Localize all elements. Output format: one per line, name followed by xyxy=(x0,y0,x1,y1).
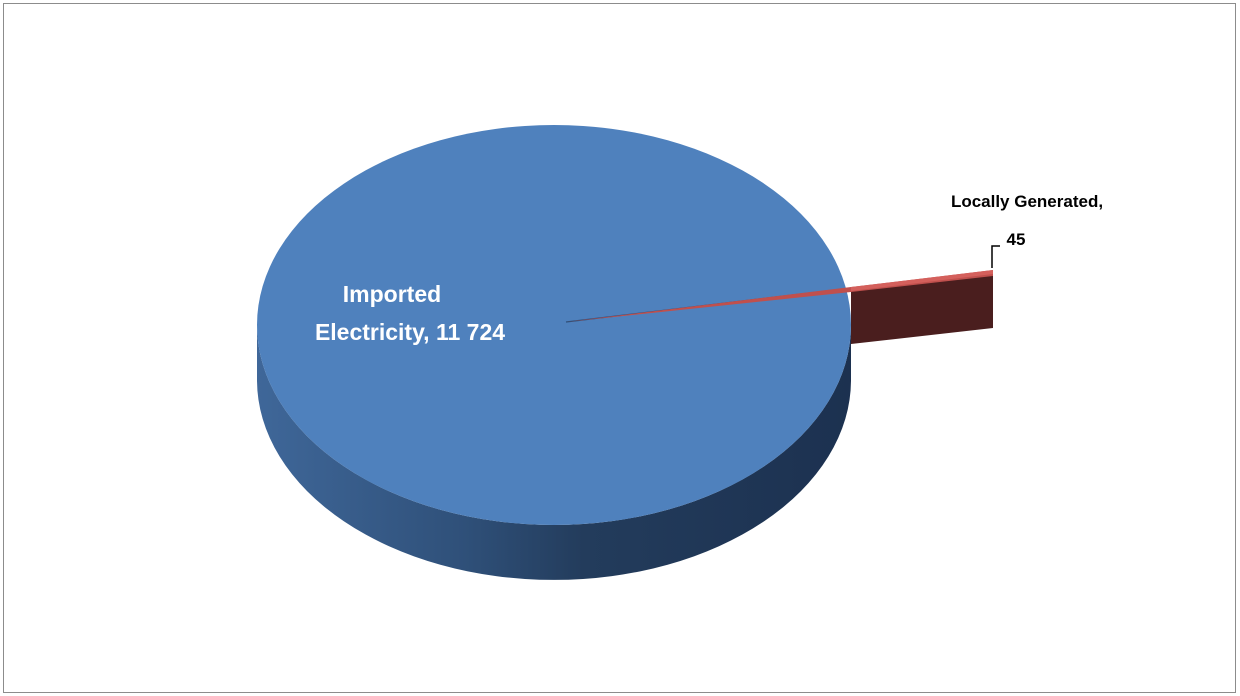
data-label-locally-generated-line2: 45 xyxy=(1007,230,1026,249)
data-label-imported-line2: Electricity, 11 724 xyxy=(315,319,505,345)
data-label-locally-generated-line1: Locally Generated, xyxy=(951,192,1103,211)
pie-slice-imported-electricity xyxy=(257,125,852,580)
data-label-imported-line1: Imported xyxy=(343,281,441,307)
leader-line xyxy=(991,245,1000,268)
pie-slice-locally-generated xyxy=(566,270,993,344)
